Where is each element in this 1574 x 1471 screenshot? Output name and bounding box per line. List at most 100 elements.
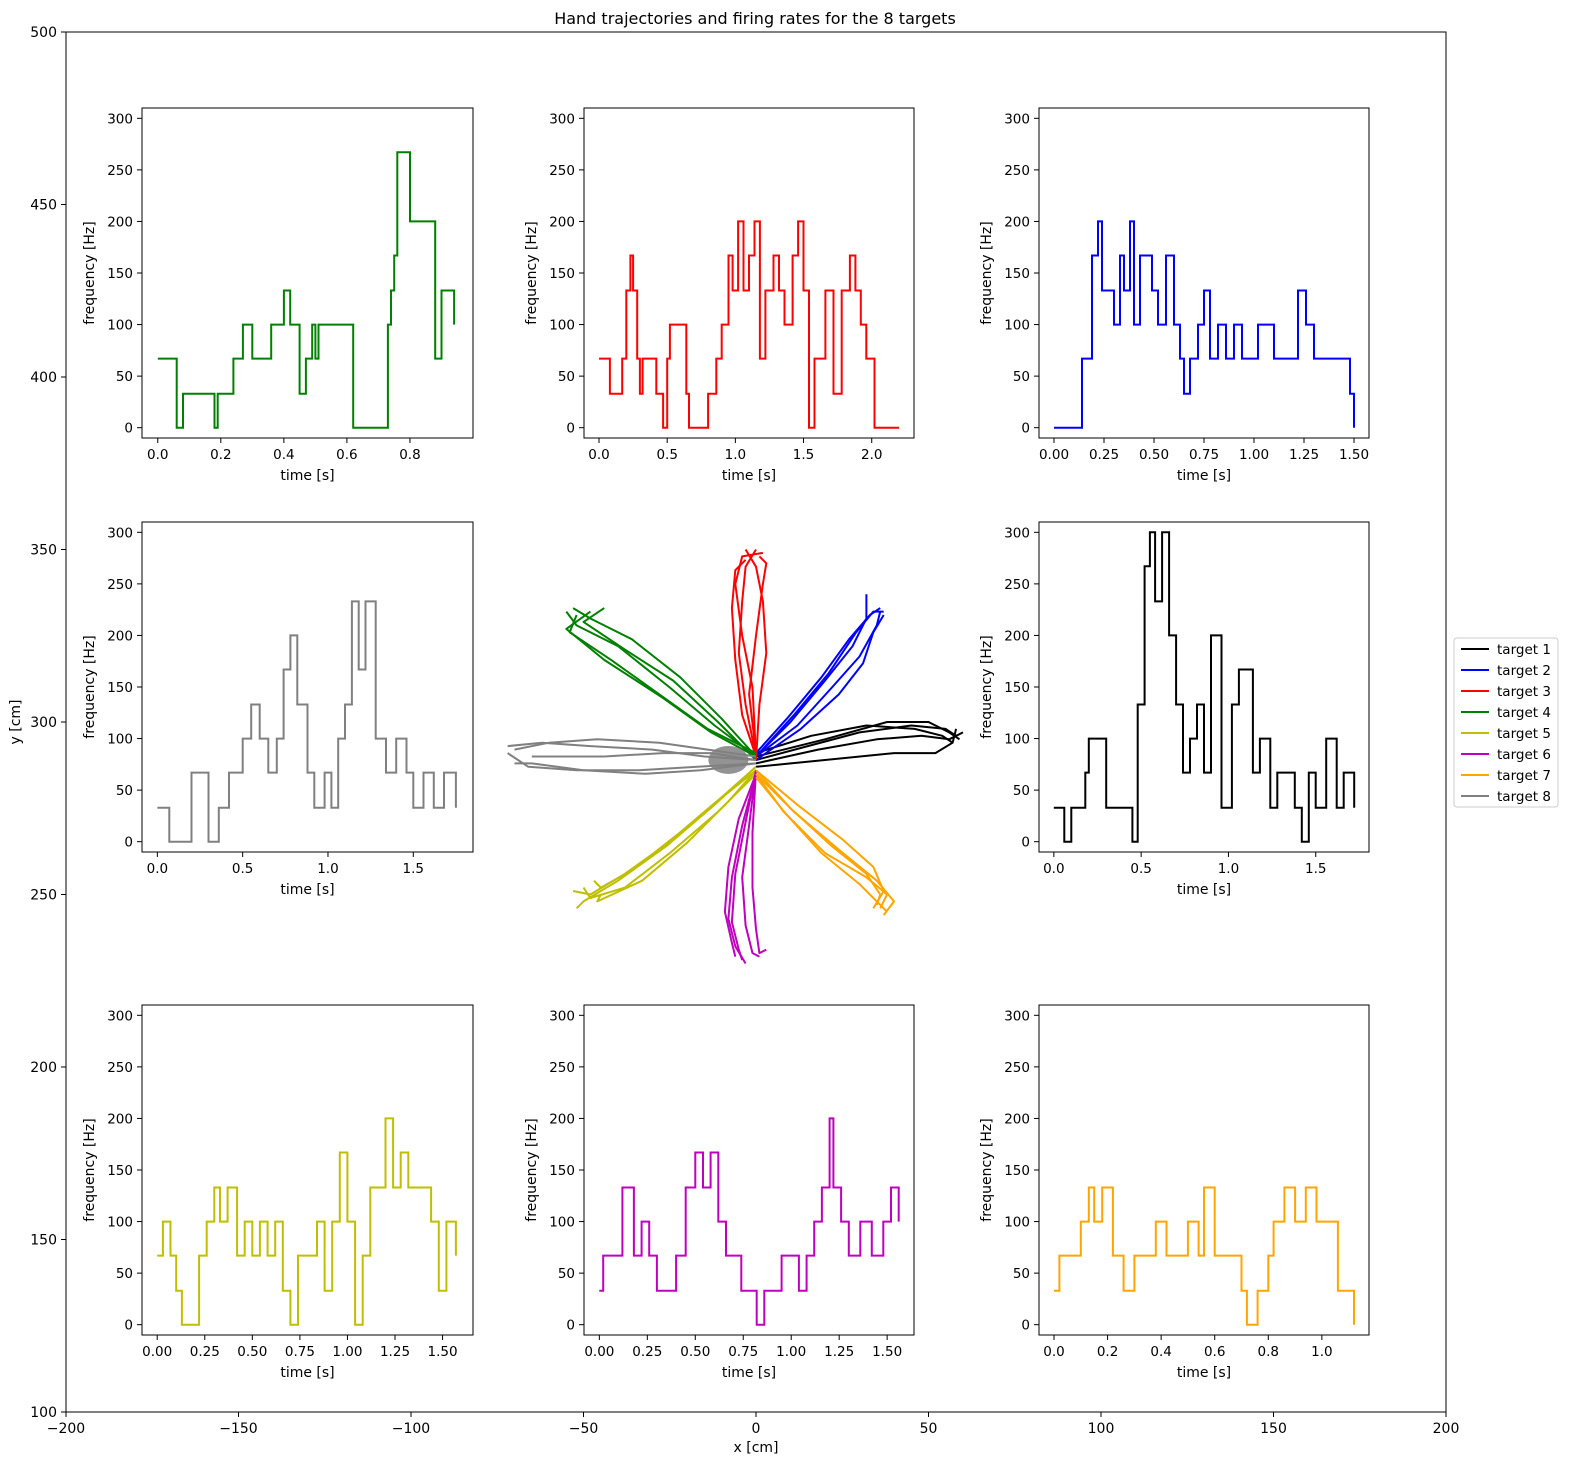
subplot-ytick-label: 0 [1021, 1318, 1030, 1334]
subplot-ytick-label: 100 [549, 1215, 575, 1231]
trajectory-trial [751, 770, 767, 955]
subplot-ytick-label: 0 [124, 1318, 133, 1334]
firing-rate-line [157, 600, 457, 843]
subplot-bottom-left: 0.00 0.25 0.50 0.75 1.00 1.25 1.50 0 50 100 150 200… [82, 1004, 474, 1381]
firing-rate-line [599, 220, 899, 429]
subplot-xlabel: time [s] [722, 468, 776, 484]
main-xtick-label: 0 [752, 1421, 761, 1437]
subplot-xtick-label: 1.5 [793, 447, 814, 463]
subplot-ytick-label: 200 [107, 1111, 133, 1127]
subplot-top-right: 0.00 0.25 0.50 0.75 1.00 1.25 1.50 0 50 100 150 200… [979, 107, 1370, 484]
trajectory-series-5 [572, 766, 757, 910]
subplot-xtick-label: 1.0 [1218, 861, 1239, 877]
subplot-ytick-label: 0 [124, 835, 133, 851]
subplot-ytick-label: 0 [1021, 421, 1030, 437]
firing-rate-line [1053, 531, 1356, 843]
subplot-xtick-label: 0.5 [232, 861, 253, 877]
subplot-xtick-label: 0.50 [237, 1344, 267, 1360]
main-ytick-label: 150 [30, 1233, 57, 1249]
trajectory-trial [727, 773, 757, 965]
subplot-frame [583, 1004, 915, 1336]
subplot-ytick-label: 50 [116, 783, 133, 799]
subplot-xtick-label: 0.2 [210, 447, 231, 463]
subplot-ytick-label: 250 [549, 163, 575, 179]
subplot-xtick-label: 1.50 [1339, 447, 1369, 463]
subplot-ylabel: frequency [Hz] [979, 1118, 995, 1221]
legend: target 1 target 2 target 3 target 4 target 5… [1453, 637, 1559, 808]
subplot-xtick-label: 0.25 [190, 1344, 220, 1360]
subplot-ytick-label: 50 [1013, 369, 1030, 385]
subplot-xlabel: time [s] [1177, 882, 1231, 898]
subplot-ytick-label: 100 [1004, 1215, 1030, 1231]
subplot-frame [141, 521, 474, 853]
subplot-ytick-label: 250 [1004, 163, 1030, 179]
trajectory-series-2 [755, 594, 885, 761]
subplot-ytick-label: 200 [1004, 214, 1030, 230]
subplot-ytick-label: 150 [107, 266, 133, 282]
subplot-ytick-label: 150 [107, 680, 133, 696]
trajectory-trial [582, 773, 757, 899]
subplot-ytick-label: 150 [1004, 266, 1030, 282]
subplot-ytick-label: 200 [107, 628, 133, 644]
subplot-ytick-label: 150 [1004, 1163, 1030, 1179]
subplot-xtick-label: 0.5 [1130, 861, 1151, 877]
trajectory-trial [565, 611, 757, 758]
legend-entry: target 8 [1497, 789, 1551, 805]
figure-title: Hand trajectories and firing rates for t… [554, 9, 956, 28]
main-ytick-label: 350 [30, 543, 57, 559]
trajectory-trial [568, 614, 757, 754]
subplot-ytick-label: 150 [549, 266, 575, 282]
subplot-xlabel: time [s] [1177, 468, 1231, 484]
subplot-xlabel: time [s] [280, 468, 334, 484]
subplot-xtick-label: 1.5 [1305, 861, 1326, 877]
trajectory-series-7 [755, 769, 895, 916]
firing-rate-line [157, 1117, 457, 1326]
trajectory-trial [723, 773, 757, 957]
subplot-xtick-label: 1.5 [403, 861, 424, 877]
subplot-xtick-label: 0.0 [147, 861, 168, 877]
subplot-ylabel: frequency [Hz] [524, 1118, 540, 1221]
subplot-xtick-label: 0.75 [1189, 447, 1219, 463]
trajectory-series-6 [723, 770, 767, 965]
subplot-ytick-label: 0 [1021, 835, 1030, 851]
subplot-ytick-label: 250 [1004, 1060, 1030, 1076]
trajectory-trial [572, 607, 757, 758]
subplot-ylabel: frequency [Hz] [82, 635, 98, 738]
subplot-xtick-label: 0.50 [1139, 447, 1169, 463]
subplot-ytick-label: 50 [558, 1266, 575, 1282]
subplot-ytick-label: 100 [1004, 732, 1030, 748]
trajectory-trial [514, 762, 757, 775]
subplot-ylabel: frequency [Hz] [979, 635, 995, 738]
subplot-ytick-label: 300 [1004, 525, 1030, 541]
trajectory-trial [755, 724, 954, 755]
trajectory-trial [734, 551, 764, 757]
subplot-xtick-label: 0.50 [680, 1344, 710, 1360]
trajectory-trial [593, 766, 757, 889]
subplot-xtick-label: 0.0 [1043, 1344, 1064, 1360]
subplot-ytick-label: 300 [107, 525, 133, 541]
subplot-frame [141, 1004, 474, 1336]
subplot-xtick-label: 0.4 [273, 447, 294, 463]
trajectory-trial [755, 724, 957, 761]
subplot-ytick-label: 50 [558, 369, 575, 385]
subplot-ytick-label: 250 [107, 577, 133, 593]
trajectory-trial [582, 607, 757, 761]
subplot-xtick-label: 0.8 [399, 447, 420, 463]
subplot-xtick-label: 0.25 [632, 1344, 662, 1360]
firing-rate-line [1054, 220, 1355, 429]
subplot-xtick-label: 0.00 [142, 1344, 172, 1360]
subplot-ylabel: frequency [Hz] [82, 221, 98, 324]
subplot-ytick-label: 300 [1004, 111, 1030, 127]
subplot-bottom-center: 0.00 0.25 0.50 0.75 1.00 1.25 1.50 0 50 100 150 200… [524, 1004, 915, 1381]
subplot-ytick-label: 100 [107, 1215, 133, 1231]
subplot-frame [1038, 1004, 1370, 1336]
subplot-xtick-label: 1.50 [428, 1344, 458, 1360]
subplot-xtick-label: 1.00 [776, 1344, 806, 1360]
subplot-ytick-label: 200 [549, 1111, 575, 1127]
firing-rate-subplots: 0.0 0.2 0.4 0.6 0.8 0 50 100 150 200 250 300 time [s… [82, 107, 1370, 1381]
firing-rate-line [599, 1117, 900, 1326]
start-cluster [708, 745, 749, 774]
trajectory-series-3 [730, 548, 768, 761]
subplot-ytick-label: 250 [107, 1060, 133, 1076]
